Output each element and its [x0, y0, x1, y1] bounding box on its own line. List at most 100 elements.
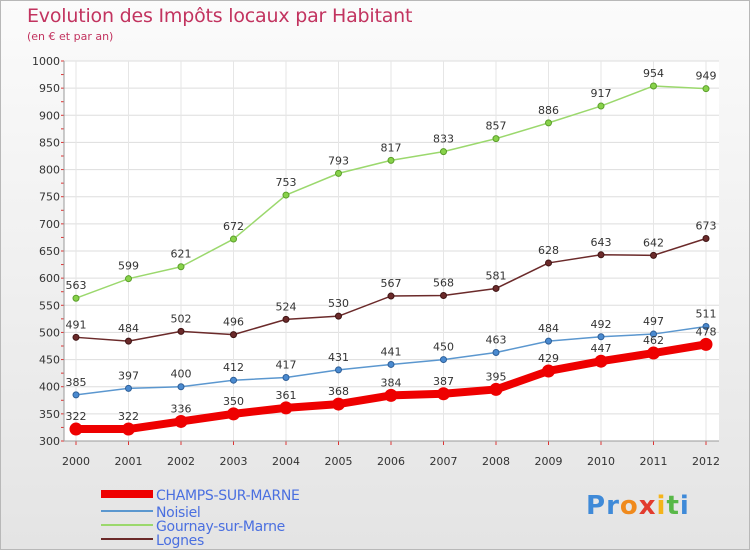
legend-swatch-gournay	[101, 524, 153, 526]
data-point-noisiel	[125, 384, 132, 392]
data-label-gournay: 599	[118, 260, 139, 273]
x-tick-label: 2011	[640, 455, 668, 468]
proxiti-logo: Proxiti	[586, 491, 690, 521]
data-label-noisiel: 511	[696, 307, 717, 320]
data-point-gournay	[545, 119, 552, 127]
y-tick-label: 450	[39, 354, 60, 367]
data-label-noisiel: 412	[223, 361, 244, 374]
y-tick-label: 900	[39, 109, 60, 122]
data-label-gournay: 563	[66, 279, 87, 292]
x-tick-label: 2000	[62, 455, 90, 468]
x-tick-label: 2006	[377, 455, 405, 468]
label-layer: 322 322 336 350 361 368 384 387 395 429 447 462 478 3…	[66, 67, 717, 423]
data-point-lognes	[177, 327, 185, 335]
data-point-noisiel	[282, 373, 290, 381]
legend-label-lognes: Lognes	[156, 533, 204, 549]
data-point-champs	[122, 422, 135, 436]
data-point-champs	[384, 388, 398, 402]
data-point-lognes	[387, 292, 395, 300]
data-point-lognes	[650, 251, 657, 259]
chart-subtitle: (en € et par an)	[27, 30, 114, 43]
data-point-noisiel	[650, 330, 657, 338]
data-label-lognes: 484	[118, 322, 139, 335]
y-tick-label: 850	[39, 136, 60, 149]
data-label-champs: 322	[66, 410, 87, 423]
data-label-champs: 387	[433, 375, 454, 388]
data-point-lognes	[545, 259, 552, 267]
data-point-noisiel	[177, 383, 185, 391]
data-point-gournay	[177, 263, 185, 271]
data-label-champs: 429	[538, 352, 559, 365]
data-label-noisiel: 431	[328, 351, 349, 364]
data-label-noisiel: 385	[66, 376, 87, 389]
data-label-champs: 350	[223, 395, 244, 408]
legend-label-gournay: Gournay-sur-Marne	[156, 519, 285, 535]
grid-layer	[64, 60, 719, 442]
data-label-gournay: 886	[538, 104, 559, 117]
data-label-lognes: 502	[171, 312, 192, 325]
data-label-lognes: 628	[538, 244, 559, 257]
data-point-gournay	[702, 85, 710, 93]
legend-swatch-champs	[101, 490, 153, 498]
legend-label-champs: CHAMPS-SUR-MARNE	[156, 488, 300, 504]
y-tick-label: 700	[39, 218, 60, 231]
data-point-gournay	[72, 294, 80, 302]
data-label-champs: 395	[486, 370, 507, 383]
data-label-gournay: 954	[643, 67, 664, 80]
data-point-lognes	[440, 292, 447, 300]
data-label-gournay: 949	[696, 70, 717, 83]
data-label-noisiel: 400	[171, 368, 192, 381]
y-tick-label: 800	[39, 164, 60, 177]
y-tick-label: 550	[39, 299, 60, 312]
y-tick-label: 400	[39, 381, 60, 394]
x-tick-label: 2007	[430, 455, 458, 468]
data-point-gournay	[440, 148, 447, 156]
x-tick-label: 2003	[220, 455, 248, 468]
data-point-gournay	[125, 275, 132, 283]
y-tick-label: 500	[39, 326, 60, 339]
legend-swatch-noisiel	[101, 510, 153, 512]
data-point-lognes	[597, 251, 605, 259]
data-label-gournay: 833	[433, 133, 454, 146]
data-point-noisiel	[230, 376, 237, 384]
data-label-lognes: 530	[328, 297, 349, 310]
data-point-gournay	[230, 235, 237, 243]
legend-label-noisiel: Noisiel	[156, 505, 201, 521]
data-label-gournay: 672	[223, 220, 244, 233]
x-tick-label: 2005	[325, 455, 353, 468]
data-point-lognes	[702, 235, 710, 243]
data-point-lognes	[492, 284, 500, 292]
data-label-champs: 336	[171, 402, 192, 415]
data-point-champs	[227, 407, 240, 421]
data-label-gournay: 857	[486, 120, 507, 133]
data-point-champs	[594, 354, 608, 368]
data-point-gournay	[492, 135, 500, 143]
data-point-noisiel	[72, 391, 80, 399]
x-tick-label: 2002	[167, 455, 195, 468]
y-tick-label: 750	[39, 191, 60, 204]
data-point-champs	[542, 364, 555, 378]
data-label-champs: 368	[328, 385, 349, 398]
data-label-lognes: 567	[381, 277, 402, 290]
axis-layer: 300 350 400 450 500 550 600 650 700 750 800 850 900 9…	[32, 55, 720, 468]
data-label-noisiel: 484	[538, 322, 559, 335]
series-layer	[69, 82, 713, 436]
data-label-lognes: 568	[433, 277, 454, 290]
data-point-noisiel	[335, 366, 342, 374]
data-point-gournay	[650, 82, 657, 90]
x-tick-label: 2012	[692, 455, 720, 468]
data-point-champs	[489, 382, 503, 396]
data-label-noisiel: 441	[381, 345, 402, 358]
y-tick-label: 600	[39, 272, 60, 285]
data-point-lognes	[72, 333, 80, 341]
data-label-gournay: 753	[276, 176, 297, 189]
y-tick-label: 350	[39, 408, 60, 421]
data-label-noisiel: 417	[276, 358, 297, 371]
data-point-noisiel	[545, 337, 552, 345]
data-point-gournay	[282, 191, 290, 199]
data-label-noisiel: 450	[433, 341, 454, 354]
x-tick-label: 2008	[482, 455, 510, 468]
data-label-champs: 384	[381, 376, 402, 389]
data-point-noisiel	[597, 333, 605, 341]
